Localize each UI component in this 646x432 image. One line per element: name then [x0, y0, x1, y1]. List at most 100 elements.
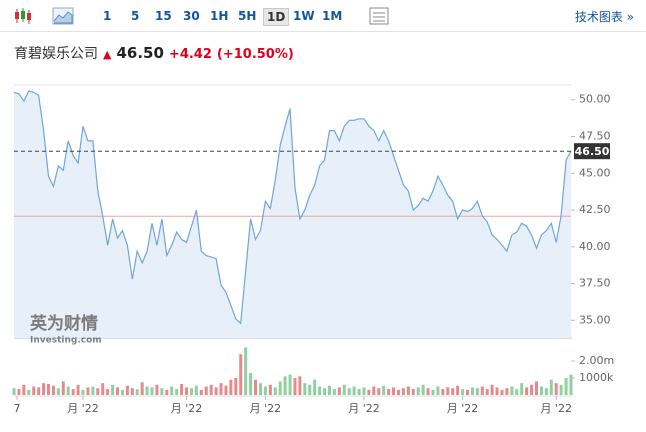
volume-bar	[101, 383, 105, 395]
volume-bar	[396, 389, 400, 395]
volume-bar	[268, 384, 272, 395]
y-tick-label: 47.50	[579, 129, 611, 142]
volume-bar	[387, 389, 391, 395]
y-tick-label: 50.00	[579, 93, 611, 106]
x-tick-label: 7	[14, 402, 21, 415]
volume-bar	[214, 387, 218, 395]
volume-bar	[411, 389, 415, 395]
volume-bar	[91, 386, 95, 395]
volume-bar	[367, 389, 371, 395]
volume-bar	[298, 376, 302, 395]
volume-bar	[249, 372, 253, 395]
interval-button[interactable]: 1H	[210, 9, 229, 23]
volume-bar	[416, 387, 420, 395]
watermark-site: Investing.com	[30, 336, 102, 346]
price-area	[14, 90, 571, 339]
volume-bar	[485, 389, 489, 395]
volume-bar	[515, 389, 519, 395]
technical-chart-link[interactable]: 技术图表 »	[574, 10, 634, 24]
volume-bar	[569, 374, 573, 395]
x-tick-label: 月 '22	[348, 402, 380, 415]
x-tick-label: 月 '22	[250, 402, 282, 415]
volume-bar	[81, 389, 85, 395]
volume-bar	[362, 387, 366, 395]
volume-bar	[111, 384, 115, 395]
volume-bar	[263, 386, 267, 395]
interval-button[interactable]: 1M	[322, 9, 343, 23]
volume-bar	[323, 388, 327, 395]
volume-bar	[61, 381, 65, 395]
price: 46.50	[116, 44, 164, 62]
volume-bar	[244, 347, 248, 395]
volume-bar	[283, 376, 287, 395]
volume-bar	[470, 387, 474, 395]
volume-bar	[32, 386, 36, 395]
volume-bar	[145, 386, 149, 395]
volume-bar	[490, 384, 494, 395]
volume-bar	[224, 385, 228, 395]
volume-bar	[372, 386, 376, 395]
volume-bar	[357, 389, 361, 395]
volume-bar	[288, 374, 292, 395]
last-price-label: 46.50	[575, 145, 610, 158]
volume-bar	[130, 388, 134, 395]
volume-bar	[175, 389, 179, 395]
volume-bar	[86, 387, 90, 395]
volume-bar	[194, 385, 198, 395]
candlestick-icon[interactable]	[12, 6, 34, 26]
volume-bar	[332, 389, 336, 395]
last-price-box	[574, 143, 610, 160]
volume-bar	[27, 389, 31, 395]
y-tick-label: 42.50	[579, 203, 611, 216]
volume-bar	[42, 383, 46, 395]
x-tick-label: 月 '22	[171, 402, 203, 415]
volume-bar	[234, 378, 238, 395]
volume-bar	[135, 389, 139, 395]
interval-button[interactable]: 30	[183, 9, 200, 23]
change-pct: (+10.50%)	[216, 47, 294, 62]
volume-bar	[22, 384, 26, 395]
volume-bar	[51, 385, 55, 395]
volume-bar	[150, 387, 154, 395]
volume-bar	[441, 389, 445, 395]
interval-button[interactable]: 1D	[263, 8, 290, 26]
watermark-brand: 英为财情	[30, 313, 98, 334]
volume-bar	[273, 387, 277, 395]
volume-bar	[510, 386, 514, 395]
y-tick-label: 35.00	[579, 313, 611, 326]
volume-bar	[495, 387, 499, 395]
x-tick-label: 月 '22	[447, 402, 479, 415]
y-tick-label: 45.00	[579, 166, 611, 179]
y-tick-label: 40.00	[579, 240, 611, 253]
y2-tick-label: 1000k	[579, 371, 614, 384]
volume-bar	[96, 388, 100, 395]
volume-bar	[461, 389, 465, 395]
volume-bar	[564, 378, 568, 395]
interval-button[interactable]: 5	[131, 9, 140, 23]
interval-button[interactable]: 1	[103, 9, 112, 23]
volume-bar	[559, 384, 563, 395]
volume-bar	[544, 388, 548, 395]
volume-bar	[401, 388, 405, 395]
volume-bar	[180, 383, 184, 395]
volume-bar	[155, 384, 159, 395]
up-arrow: ▲	[103, 48, 112, 61]
volume-bar	[37, 387, 41, 395]
volume-bar	[549, 379, 553, 395]
volume-bar	[219, 383, 223, 395]
volume-bar	[170, 386, 174, 395]
volume-bar	[377, 388, 381, 395]
interval-button[interactable]: 5H	[238, 9, 257, 23]
volume-bar	[189, 388, 193, 395]
volume-bar	[352, 386, 356, 395]
volume-bar	[337, 387, 341, 395]
interval-button[interactable]: 1W	[293, 9, 315, 23]
volume-bar	[71, 389, 75, 395]
interval-button[interactable]: 15	[155, 9, 172, 23]
area-icon[interactable]	[52, 6, 74, 26]
volume-bar	[293, 378, 297, 395]
indicator-icon[interactable]	[368, 6, 390, 26]
volume-bar	[500, 389, 504, 395]
